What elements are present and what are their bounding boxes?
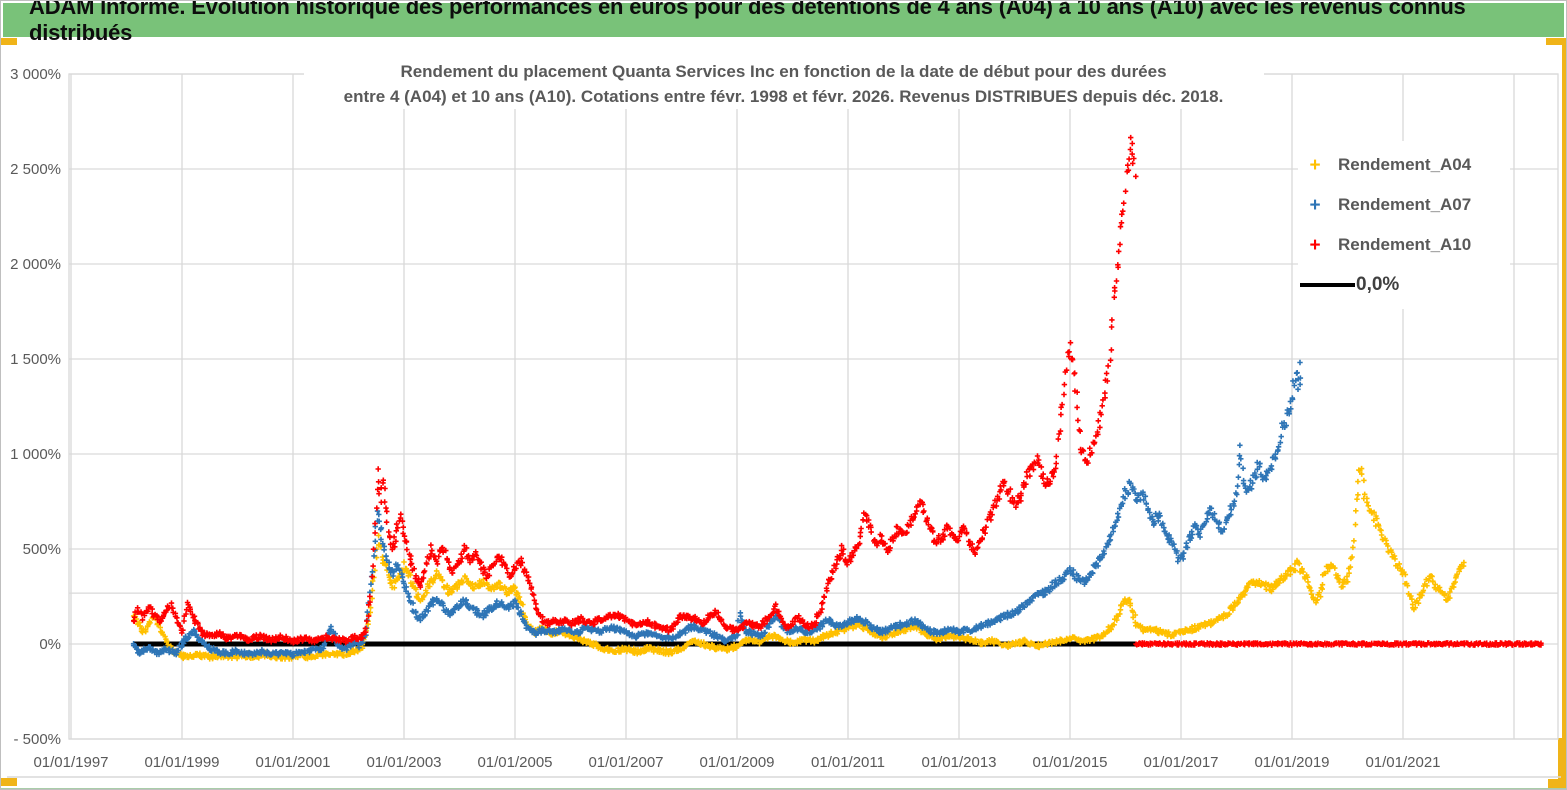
series-Rendement_A04 bbox=[130, 465, 1467, 662]
header-title: ADAM Informe. Evolution historique des p… bbox=[29, 0, 1466, 45]
legend-item-a10: + Rendement_A10 bbox=[1298, 225, 1510, 265]
x-axis-label: 01/01/2009 bbox=[699, 754, 774, 771]
x-axis-label: 01/01/2021 bbox=[1365, 754, 1440, 771]
chart-title-line1: Rendement du placement Quanta Services I… bbox=[400, 62, 1167, 81]
x-axis-label: 01/01/1999 bbox=[144, 754, 219, 771]
accent-bracket-bottom-right-h bbox=[1548, 779, 1566, 789]
x-axis-label: 01/01/2011 bbox=[811, 754, 885, 771]
x-axis-label: 01/01/2001 bbox=[255, 754, 330, 771]
y-axis-label: 3 000% bbox=[10, 66, 61, 83]
chart-title-line2: entre 4 (A04) et 10 ans (A10). Cotations… bbox=[343, 87, 1224, 106]
y-axis-label: 500% bbox=[23, 541, 61, 558]
y-axis-label: 2 000% bbox=[10, 256, 61, 273]
plus-marker-icon: + bbox=[1309, 194, 1321, 216]
legend-item-a07: + Rendement_A07 bbox=[1298, 185, 1510, 225]
x-axis-label: 01/01/2013 bbox=[921, 754, 996, 771]
x-axis-label: 01/01/1997 bbox=[33, 754, 108, 771]
x-axis-label: 01/01/2005 bbox=[477, 754, 552, 771]
legend-label: 0,0% bbox=[1356, 274, 1400, 295]
accent-mark-top-right bbox=[1546, 38, 1566, 45]
accent-mark-bottom-left bbox=[1, 778, 17, 786]
accent-right-edge bbox=[1562, 41, 1566, 789]
chart-legend: + Rendement_A04 + Rendement_A07 + Rendem… bbox=[1298, 141, 1510, 309]
legend-label: Rendement_A10 bbox=[1338, 235, 1472, 254]
y-axis-label: 0% bbox=[39, 636, 61, 653]
legend-item-zero-line: 0,0% bbox=[1298, 265, 1510, 305]
header-title-bar: ADAM Informe. Evolution historique des p… bbox=[3, 1, 1564, 45]
legend-label: Rendement_A04 bbox=[1338, 155, 1472, 174]
plus-marker-icon: + bbox=[1309, 154, 1321, 176]
chart-title: Rendement du placement Quanta Services I… bbox=[303, 59, 1264, 109]
zero-line-swatch bbox=[1300, 283, 1355, 287]
y-axis-label: 1 000% bbox=[10, 446, 61, 463]
series-Rendement_A10 bbox=[131, 134, 1544, 648]
x-axis-label: 01/01/2015 bbox=[1032, 754, 1107, 771]
accent-bracket-bottom-right-v bbox=[1558, 738, 1566, 789]
y-axis-label: - 500% bbox=[13, 731, 61, 748]
plus-marker-icon: + bbox=[1309, 234, 1321, 256]
x-axis-label: 01/01/2017 bbox=[1143, 754, 1218, 771]
bottom-edge-green-line bbox=[1, 788, 1566, 789]
x-axis-label: 01/01/2019 bbox=[1254, 754, 1329, 771]
legend-label: Rendement_A07 bbox=[1338, 195, 1472, 214]
accent-mark-top-left bbox=[1, 38, 17, 45]
legend-item-a04: + Rendement_A04 bbox=[1298, 145, 1510, 185]
y-axis-label: 2 500% bbox=[10, 161, 61, 178]
x-axis-label: 01/01/2007 bbox=[588, 754, 663, 771]
y-axis-label: 1 500% bbox=[10, 351, 61, 368]
x-axis-label: 01/01/2003 bbox=[366, 754, 441, 771]
